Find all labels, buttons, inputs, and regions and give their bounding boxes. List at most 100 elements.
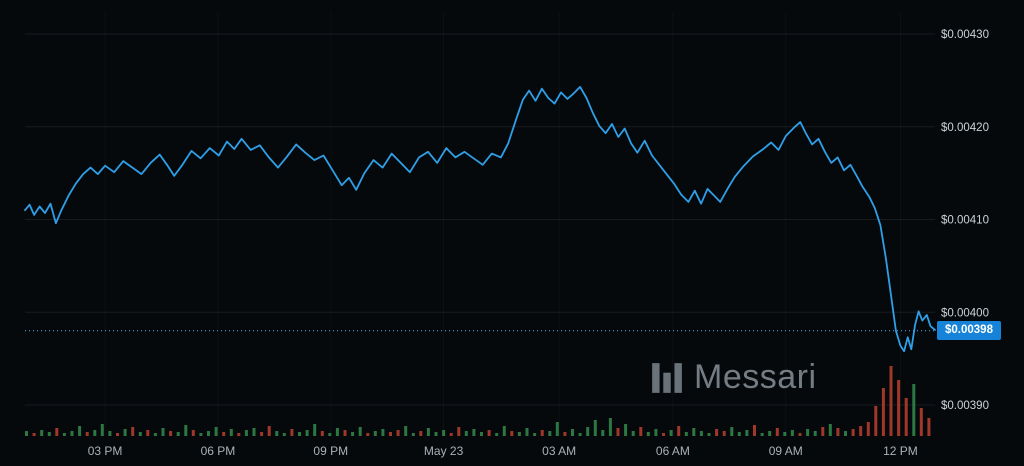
volume-bar [578,433,582,436]
volume-bar [290,429,294,436]
volume-bar [464,431,468,436]
volume-bar [601,430,605,436]
volume-bar [207,431,210,436]
volume-bar [305,430,309,436]
price-line [24,86,936,353]
x-axis-label: 03 AM [542,444,576,458]
volume-bar [396,430,400,436]
volume-bar [351,432,355,436]
volume-bar [184,425,188,436]
volume-bar [608,418,612,436]
volume-bar [131,427,135,436]
volume-bar [252,428,256,436]
volume-bar [919,408,923,436]
volume-bar [146,430,150,436]
volume-bar [722,431,726,436]
volume-bar [78,426,82,436]
volume-bar [116,433,119,436]
volume-bar [715,429,719,436]
volume-bar [836,428,840,436]
y-axis-label: $0.00430 [941,29,989,41]
volume-bar [768,431,772,436]
y-axis-label: $0.00410 [941,215,989,227]
volume-bar [472,429,476,436]
volume-bar [692,428,696,436]
x-axis-label: May 23 [424,444,464,458]
volume-bar [510,431,514,436]
volume-bar [62,433,66,436]
volume-bar [563,432,567,436]
volume-bar [298,432,301,436]
volume-bar [161,428,165,436]
volume-bar [199,433,203,436]
volume-bar [47,432,51,436]
volume-bar [85,432,89,436]
volume-bar [912,384,916,436]
volume-bar [897,380,901,436]
volume-bar [745,430,749,436]
volume-bar [449,433,453,436]
volume-bar [616,428,620,436]
volume-bar [525,428,529,436]
volume-bar [100,424,104,436]
volume-bar [138,432,142,436]
volume-bar [677,426,681,436]
volume-bar [275,431,279,436]
volume-bar [502,426,506,436]
volume-bar [806,429,810,436]
volume-bar [55,428,59,436]
volume-bar [373,431,377,436]
x-axis-label: 09 AM [769,444,803,458]
volume-bar [828,424,832,436]
volume-bar [282,433,286,436]
volume-bar [844,431,847,436]
volume-bar [586,427,590,436]
volume-bar [419,431,423,436]
x-axis-label: 06 AM [656,444,690,458]
volume-bar [571,429,574,436]
volume-bar [783,432,787,436]
volume-bar [366,433,370,436]
volume-bar [593,420,597,436]
volume-bar [487,430,491,436]
volume-bar [70,431,74,436]
volume-bar [328,433,332,436]
volume-bar [760,433,764,436]
volume-bar [222,432,226,436]
volume-bar [669,430,673,436]
volume-bar [517,432,521,436]
volume-bar [40,430,44,436]
volume-bar [866,422,870,436]
volume-bar [790,430,794,436]
volume-bar [411,433,415,436]
volume-bar [108,431,112,436]
volume-bar [442,430,446,436]
volume-bar [457,427,461,436]
y-axis-label: $0.00390 [941,400,989,412]
volume-bar [859,426,863,436]
volume-bar [874,406,878,436]
x-axis-label: 12 PM [883,444,918,458]
volume-bar [214,427,218,436]
volume-bar [191,430,195,436]
current-price-badge: $0.00398 [937,320,1001,340]
volume-bar [434,432,438,436]
volume-bar [260,432,264,436]
volume-bar [237,433,241,436]
volume-bar [798,433,802,436]
volume-bar [381,429,385,436]
volume-bar [548,431,552,436]
volume-bar [93,430,97,436]
volume-bar [244,430,248,436]
volume-bar [631,431,635,436]
volume-bar [927,418,931,436]
y-axis-label: $0.00400 [941,307,989,319]
volume-bar [495,433,499,436]
volume-bar [153,433,157,436]
x-axis-label: 06 PM [201,444,236,458]
volume-bar [480,432,483,436]
volume-bar [684,432,688,436]
volume-bar [533,433,537,436]
